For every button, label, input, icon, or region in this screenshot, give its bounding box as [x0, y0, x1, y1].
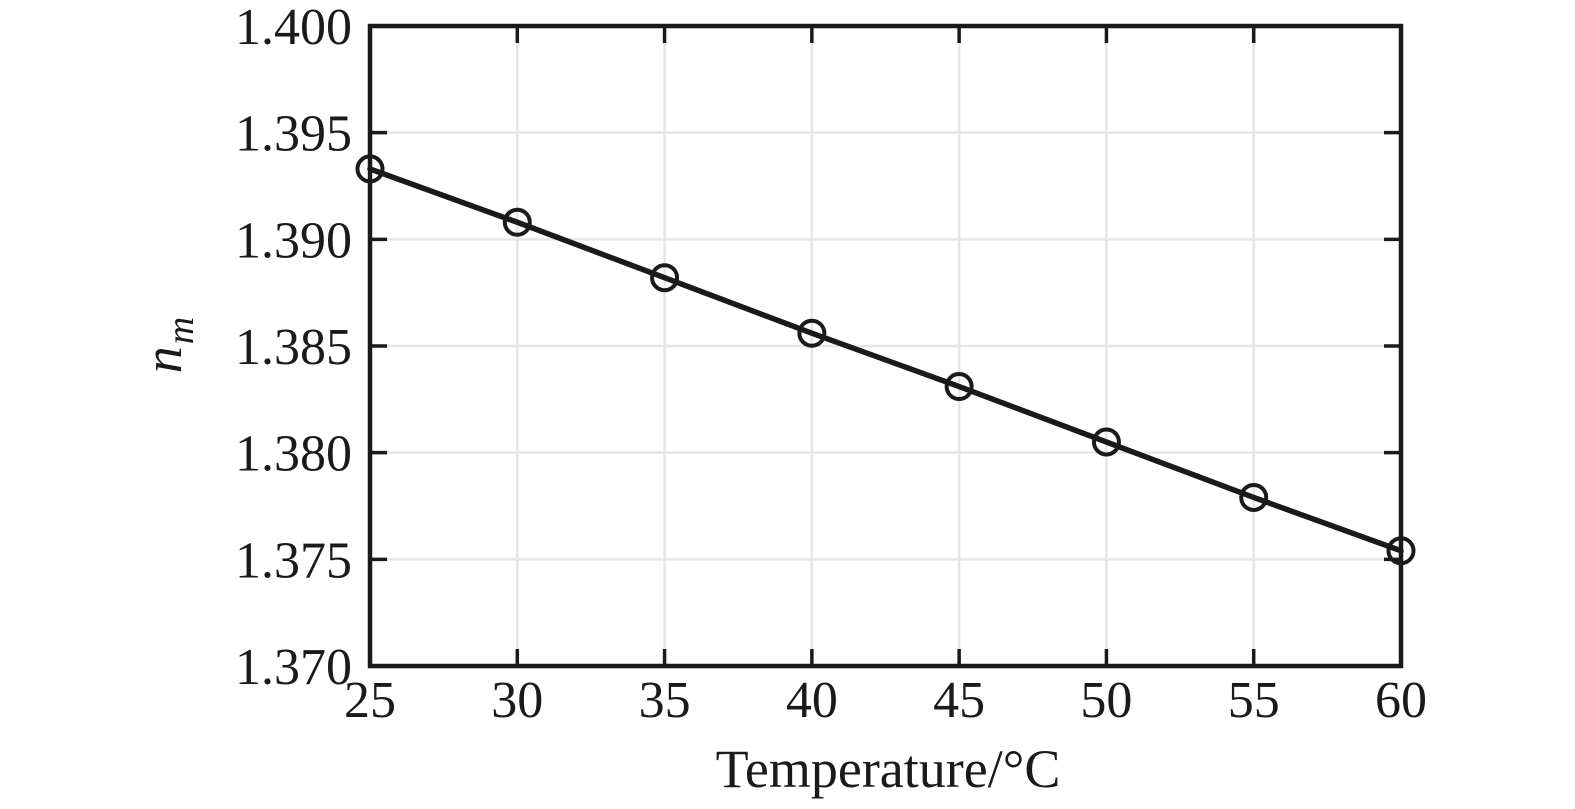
- data-point-marker: [1239, 482, 1269, 512]
- x-tick-label: 45: [933, 672, 985, 729]
- x-tick-label: 25: [344, 672, 396, 729]
- y-axis-label: nm: [133, 316, 202, 374]
- x-tick-label: 35: [639, 672, 691, 729]
- y-tick-label: 1.390: [235, 212, 352, 269]
- data-point-marker: [502, 207, 532, 237]
- y-tick-label: 1.395: [235, 106, 352, 163]
- x-tick-label: 30: [491, 672, 543, 729]
- data-point-marker: [650, 263, 680, 293]
- data-point-marker: [797, 318, 827, 348]
- y-tick-label: 1.375: [235, 532, 352, 589]
- y-tick-label: 1.370: [235, 639, 352, 696]
- y-tick-label: 1.400: [235, 0, 352, 56]
- x-tick-label: 60: [1375, 672, 1427, 729]
- y-tick-label: 1.385: [235, 319, 352, 376]
- x-tick-label: 55: [1228, 672, 1280, 729]
- y-tick-label: 1.380: [235, 426, 352, 483]
- y-axis-label-symbol: n: [133, 346, 193, 374]
- y-axis-label-subscript: m: [160, 316, 202, 345]
- x-axis-label: Temperature/°C: [715, 739, 1061, 799]
- data-line: [367, 166, 1404, 554]
- axes-box: [367, 23, 1404, 669]
- data-point-marker: [944, 372, 974, 402]
- x-tick-label: 50: [1080, 672, 1132, 729]
- data-point-marker: [1091, 427, 1121, 457]
- x-tick-label: 40: [786, 672, 838, 729]
